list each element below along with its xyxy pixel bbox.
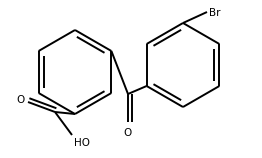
- Text: O: O: [17, 95, 25, 105]
- Text: Br: Br: [209, 8, 221, 18]
- Text: O: O: [124, 128, 132, 138]
- Text: HO: HO: [74, 138, 90, 148]
